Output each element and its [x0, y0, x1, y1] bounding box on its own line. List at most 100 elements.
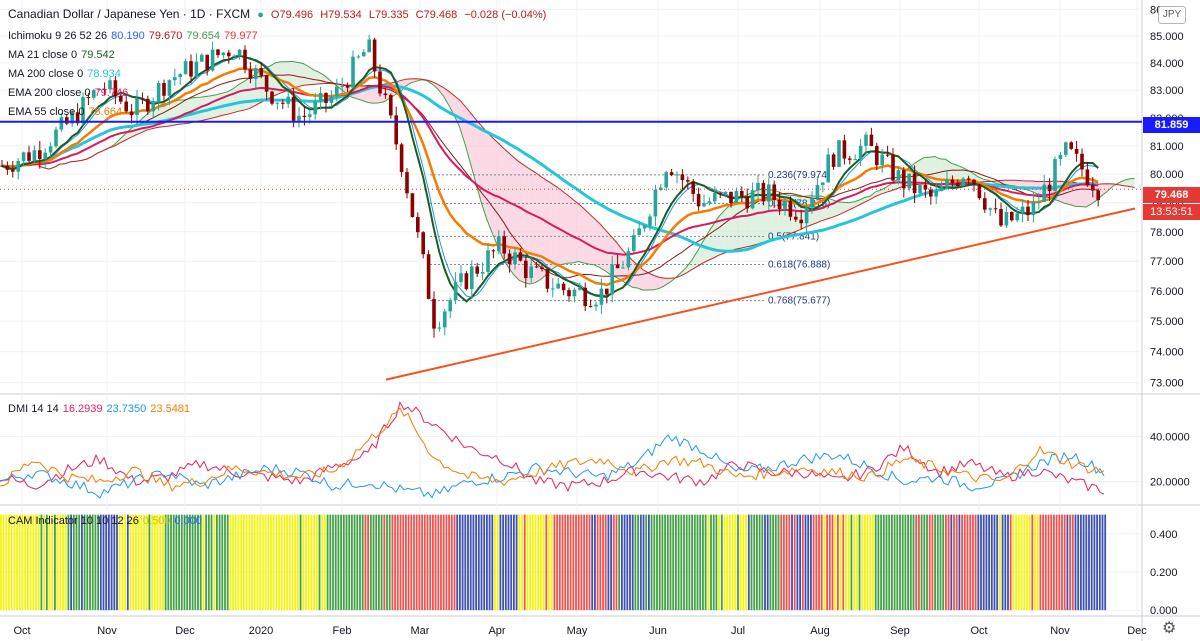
candle-body: [232, 55, 236, 57]
cam-bar: [634, 514, 637, 611]
cam-bar: [648, 514, 650, 611]
cam-bar: [221, 514, 224, 611]
cam-bar: [939, 514, 942, 611]
symbol-title[interactable]: Canadian Dollar / Japanese Yen · 1D · FX…: [8, 7, 251, 21]
cam-bar: [496, 514, 499, 611]
indicator-legend-row[interactable]: EMA 55 close 0 78.664: [8, 106, 126, 118]
candle-body: [367, 39, 371, 53]
cam-bar: [499, 514, 502, 611]
cam-bar: [72, 514, 75, 611]
cam-bar: [734, 514, 737, 611]
kumo-segment: [929, 156, 935, 184]
cam-bar: [653, 514, 656, 611]
candle-body: [11, 169, 15, 172]
cam-bar: [556, 514, 558, 611]
cam-bar: [923, 514, 926, 611]
cam-bar: [942, 514, 945, 611]
candle-body: [578, 287, 582, 290]
indicator-value: 78.934: [87, 68, 121, 80]
cam-bar: [567, 514, 569, 611]
candle-body: [1026, 206, 1030, 216]
cam-bar: [145, 514, 148, 611]
indicator-legend-row[interactable]: MA 200 close 0 78.934: [8, 68, 125, 80]
cam-bar: [483, 514, 486, 611]
dmi-y-tick-label: 40.0000: [1150, 432, 1190, 444]
y-tick-label: 81.000: [1150, 141, 1184, 153]
candle-body: [594, 304, 598, 307]
x-tick-label: Jul: [731, 625, 745, 637]
candle-body: [1031, 202, 1036, 216]
candle-body: [675, 174, 679, 176]
candle-body: [167, 80, 172, 96]
kumo-segment: [205, 95, 212, 120]
candle-body: [38, 150, 42, 160]
indicator-legend-row[interactable]: EMA 200 close 0 79.746: [8, 87, 132, 99]
indicator-legend-row[interactable]: Ichimoku 9 26 52 26 80.190 79.670 79.654 79.…: [8, 30, 262, 42]
cam-bar: [453, 514, 456, 611]
kumo-segment: [411, 78, 417, 83]
cam-bar: [467, 514, 469, 611]
candle-body: [664, 172, 668, 188]
kumo-segment: [232, 84, 239, 113]
candle-body: [340, 85, 344, 87]
candle-body: [1085, 169, 1090, 186]
candle-body: [459, 273, 463, 283]
cam-bar: [963, 514, 966, 611]
candle-body: [162, 83, 166, 96]
candle-body: [486, 250, 490, 272]
cam-bar: [1074, 514, 1077, 611]
kumo-segment: [686, 260, 692, 273]
cam-bar: [43, 514, 45, 611]
cam-bar: [637, 514, 639, 611]
indicator-legend-row[interactable]: MA 21 close 0 79.542: [8, 49, 119, 61]
cam-bar: [62, 514, 64, 611]
x-tick-label: Dec: [1127, 625, 1147, 637]
gear-icon[interactable]: ⚙: [1162, 620, 1177, 637]
cam-bar: [175, 514, 178, 611]
cam-bar: [691, 514, 693, 611]
currency-badge[interactable]: JPY: [1158, 6, 1186, 24]
cam-bar: [855, 514, 858, 611]
cam-bar: [429, 514, 432, 611]
candle-body: [632, 235, 636, 252]
candle-body: [75, 112, 80, 124]
kumo-segment: [708, 224, 714, 261]
cam-bar: [321, 514, 324, 611]
candle-body: [772, 184, 776, 200]
cam-bar: [947, 514, 950, 611]
cam-bar: [810, 514, 812, 611]
cam-bar: [707, 514, 710, 611]
candle-body: [831, 154, 836, 167]
kumo-segment: [659, 277, 665, 289]
cam-bar: [912, 514, 915, 611]
cam-bar: [621, 514, 623, 611]
cam-bar: [35, 514, 37, 611]
candle-body: [518, 252, 523, 261]
cam-bar: [928, 514, 931, 611]
candle-body: [324, 92, 328, 103]
candle-body: [551, 288, 555, 290]
cam-bar: [345, 514, 348, 611]
cam-bar: [8, 514, 10, 611]
cam-bar: [631, 514, 634, 611]
cam-bar: [108, 514, 110, 611]
cam-bar: [294, 514, 297, 611]
candle-body: [507, 253, 512, 264]
candle-body: [794, 216, 798, 220]
cam-legend: CAM Indicator 10 10 12 26 0.500 0.000: [8, 515, 206, 527]
cam-bar: [342, 514, 345, 611]
cam-bar: [564, 514, 567, 611]
cam-bar: [1001, 514, 1004, 611]
cam-bar: [888, 514, 891, 611]
cam-bar: [1036, 514, 1039, 611]
cam-bar: [521, 514, 523, 611]
cam-bar: [248, 514, 251, 611]
candle-body: [480, 271, 485, 274]
cam-bar: [537, 514, 540, 611]
cam-bar: [413, 514, 415, 611]
y-tick-label: 74.000: [1150, 347, 1184, 359]
cam-bar: [872, 514, 874, 611]
cam-bar: [823, 514, 826, 611]
kumo-segment: [729, 201, 735, 252]
cam-bar: [1017, 514, 1020, 611]
